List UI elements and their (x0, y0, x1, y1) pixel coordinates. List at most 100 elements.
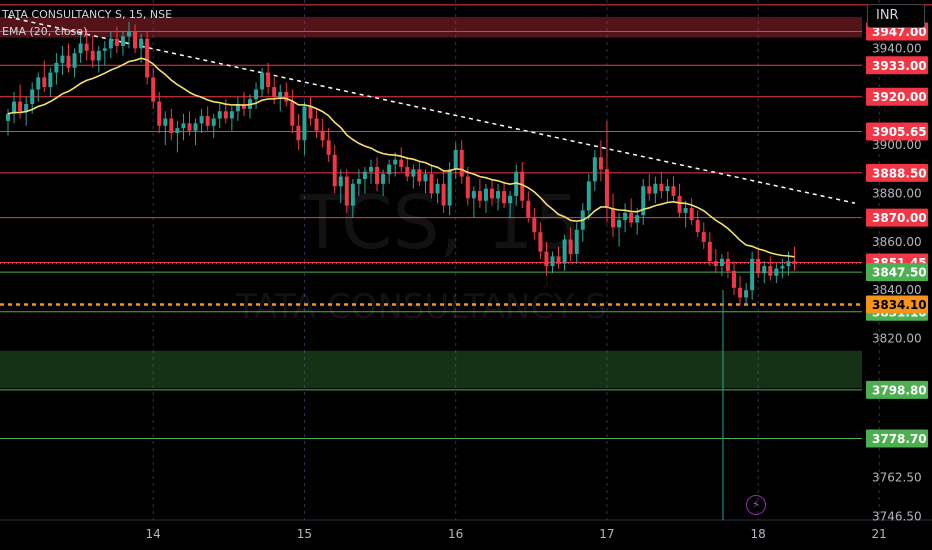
resistance-price-tag-text: 3920.00 (872, 90, 927, 104)
candle (768, 256, 773, 281)
support-price-tag: 3778.70 (866, 429, 928, 448)
candle (774, 263, 779, 283)
candle (483, 183, 488, 213)
candle-body (629, 212, 634, 223)
candle-body (369, 166, 373, 172)
currency-button[interactable]: INR (867, 4, 925, 28)
candle-body (314, 118, 319, 131)
candle-body (586, 181, 591, 211)
price-tick-label: 3860.00 (872, 235, 922, 249)
candle-body (48, 72, 53, 88)
candle (659, 171, 664, 199)
candle-body (617, 220, 622, 228)
time-tick-label: 16 (448, 527, 463, 541)
candle-body (477, 191, 482, 201)
candle-body (490, 188, 494, 199)
candle (502, 181, 507, 208)
candle-body (508, 195, 513, 204)
candle (90, 36, 95, 68)
candle (623, 203, 628, 233)
candle-body (792, 261, 797, 264)
candle-body (181, 123, 186, 129)
candles (6, 21, 797, 305)
candle (683, 200, 688, 228)
candle (417, 162, 422, 187)
candle (490, 178, 494, 206)
candle-body (459, 149, 464, 177)
candle (393, 152, 398, 177)
candle-body (695, 220, 700, 233)
bolt-icon[interactable]: ⚡ (746, 495, 766, 515)
candle (532, 208, 537, 240)
candle-body (713, 261, 718, 267)
candle (677, 183, 682, 218)
candle (381, 169, 386, 196)
candle (369, 159, 373, 184)
candle-body (411, 169, 416, 177)
candle-body (30, 89, 35, 104)
candle-body (169, 118, 174, 134)
candle-body (332, 154, 337, 187)
price-tick-label: 3880.00 (872, 186, 922, 200)
candle (193, 118, 198, 146)
candle-body (604, 169, 609, 208)
support-zone (0, 350, 862, 389)
candle (18, 84, 23, 119)
candle-body (163, 118, 168, 126)
candle (96, 45, 101, 73)
candle (296, 113, 301, 150)
price-tick-label: 3820.00 (872, 332, 922, 346)
candle-body (762, 266, 767, 274)
candle (598, 140, 603, 182)
candle (308, 96, 313, 126)
support-price-tag: 3798.80 (866, 380, 928, 399)
candle-body (241, 104, 246, 109)
candle (229, 106, 234, 131)
resistance-price-tag-bg (866, 56, 928, 75)
candle (127, 21, 131, 49)
time-axis: 14 15 16 17 18 21 (146, 527, 887, 541)
candle (290, 89, 295, 134)
resistance-price-tag-bg (866, 122, 928, 141)
candle (544, 241, 549, 276)
candle-body (647, 186, 652, 194)
candle (508, 191, 513, 218)
candle-body (96, 50, 101, 61)
candle-body (574, 229, 579, 254)
time-tick-label: 21 (872, 527, 887, 541)
candle (205, 106, 210, 131)
candle-body (526, 200, 531, 218)
candle-body (405, 166, 410, 177)
price-tick-label: 3746.50 (872, 509, 922, 523)
candle-body (66, 55, 71, 68)
ema-legend[interactable]: EMA (20, close) (2, 25, 88, 38)
candle-body (707, 241, 712, 262)
candle (235, 96, 240, 121)
candle-body (278, 91, 283, 97)
candle-body (260, 72, 265, 90)
candle-body (223, 111, 228, 119)
candle-body (429, 174, 434, 194)
ema-line (7, 57, 795, 258)
candle (211, 113, 216, 138)
candle-body (738, 287, 743, 298)
price-axis: 3940.00 3900.00 3880.00 3860.00 3840.00 3820.… (866, 22, 928, 523)
candle (429, 164, 434, 199)
candle (411, 164, 416, 189)
resistance-price-tag-bg (866, 87, 928, 106)
candle (550, 251, 555, 274)
candle-body (502, 191, 507, 204)
candle-body (356, 178, 361, 184)
candle (187, 111, 192, 136)
candle (48, 67, 53, 97)
candle (744, 282, 749, 305)
resistance-price-tag: 3920.00 (866, 87, 928, 106)
candle-body (532, 217, 537, 233)
trendline[interactable] (7, 16, 856, 204)
candle (387, 159, 392, 184)
candle (592, 149, 597, 192)
candle (66, 43, 71, 73)
candle (163, 111, 168, 146)
candle-body (387, 164, 392, 175)
